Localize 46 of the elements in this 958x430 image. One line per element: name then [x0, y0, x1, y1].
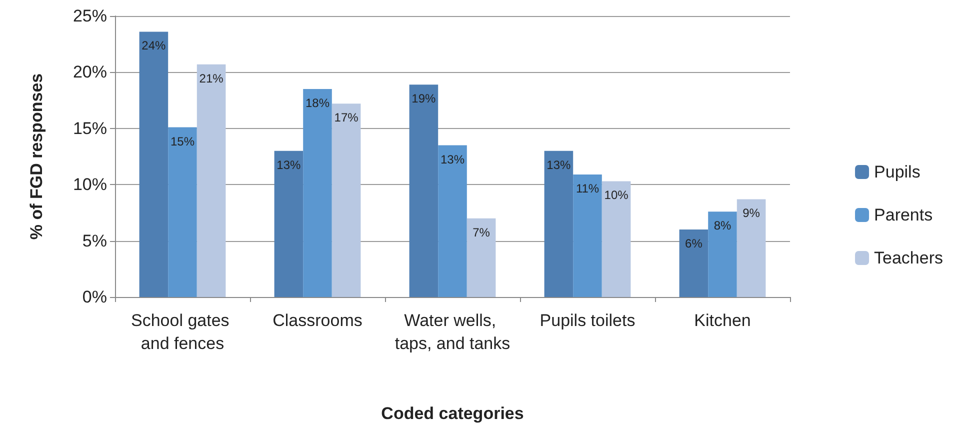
data-label: 15%	[170, 134, 195, 148]
data-label: 11%	[576, 181, 600, 196]
y-tick-label: 20%	[72, 62, 107, 82]
bar	[573, 174, 602, 297]
legend-label: Pupils	[874, 162, 920, 182]
bar	[438, 145, 467, 297]
legend-label: Parents	[874, 206, 933, 224]
bar	[168, 127, 197, 297]
data-label: 8%	[714, 218, 732, 233]
y-axis-title: % of FGD responses	[27, 73, 46, 240]
x-tick-label: Classrooms	[272, 311, 362, 330]
bar	[274, 150, 304, 297]
data-label: 10%	[604, 188, 629, 202]
bar	[679, 230, 708, 297]
bar	[736, 199, 766, 297]
y-tick-label: 0%	[82, 288, 107, 306]
bar	[196, 64, 226, 297]
bar	[708, 212, 737, 297]
bar	[409, 84, 438, 297]
data-label: 7%	[472, 225, 490, 240]
data-label: 19%	[412, 92, 436, 106]
y-tick-label: 10%	[72, 175, 107, 194]
legend-label: Teachers	[874, 248, 944, 268]
data-label: 18%	[305, 96, 330, 110]
bar	[332, 104, 361, 297]
y-tick-label: 25%	[72, 6, 107, 26]
data-label: 24%	[142, 38, 166, 53]
x-tick-label: School gates and fences	[130, 311, 234, 353]
data-label: 9%	[742, 206, 760, 220]
y-tick-label: 5%	[82, 231, 107, 250]
y-tick-label: 15%	[72, 118, 107, 138]
bar	[466, 218, 496, 297]
x-tick-label: Pupils toilets	[540, 311, 636, 330]
data-label: 13%	[440, 152, 465, 166]
bar	[544, 150, 574, 297]
data-label: 13%	[276, 158, 302, 172]
bar	[303, 89, 332, 297]
data-label: 6%	[685, 236, 703, 251]
data-label: 17%	[334, 110, 359, 125]
data-label: 21%	[199, 71, 224, 86]
x-axis-title: Coded categories	[381, 404, 524, 423]
bar	[139, 32, 168, 297]
x-tick-label: Kitchen	[694, 311, 751, 330]
bar	[602, 181, 631, 297]
data-label: 13%	[546, 158, 572, 172]
x-tick-label: Water wells, taps, and tanks	[394, 311, 510, 353]
